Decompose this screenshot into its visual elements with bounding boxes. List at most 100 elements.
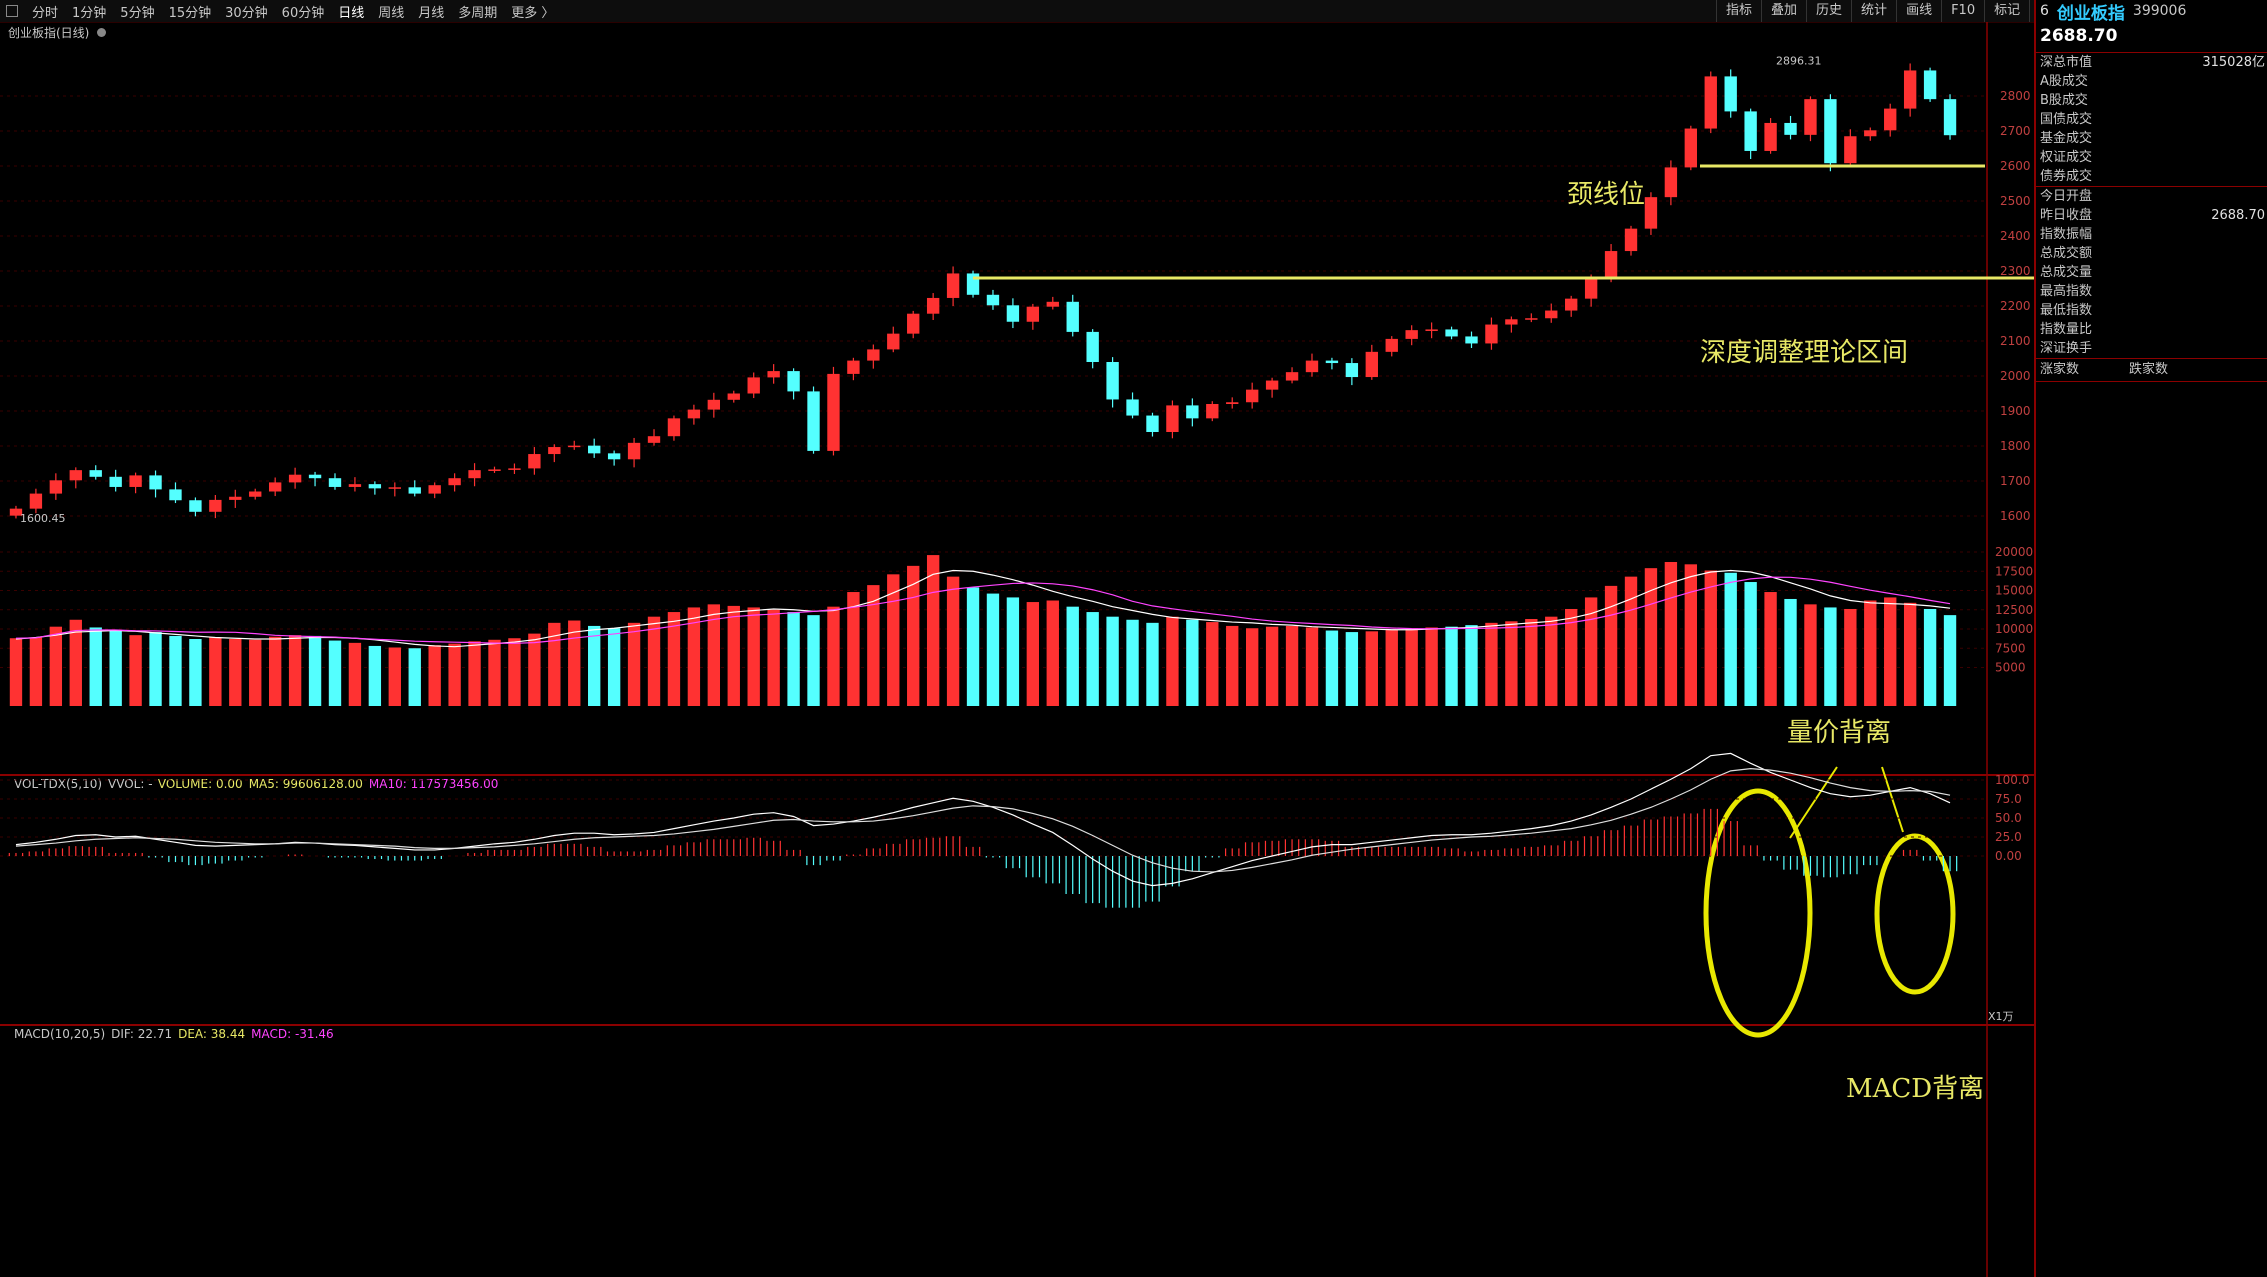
volume-bar <box>1385 629 1398 706</box>
candle-body <box>1265 380 1279 390</box>
candle-body <box>767 371 780 378</box>
volume-bar <box>1066 606 1079 706</box>
candle-body <box>169 489 182 501</box>
stat-label: 昨日收盘 <box>2040 208 2093 223</box>
volume-bar <box>627 622 641 706</box>
candle-body <box>1584 279 1598 299</box>
candle-body <box>907 313 920 334</box>
volume-bar <box>1345 632 1359 706</box>
candle-body <box>1784 122 1797 135</box>
candle-body <box>1744 111 1757 151</box>
candle-body <box>946 273 960 298</box>
candle-body <box>1664 167 1678 198</box>
settings-dot-icon[interactable] <box>97 28 107 37</box>
stat-label: A股成交 <box>2040 74 2088 89</box>
volume-bar <box>1086 612 1099 706</box>
volume-bar <box>308 635 322 706</box>
volume-bar <box>408 648 421 706</box>
volume-tick-label: 10000 <box>1995 622 2033 636</box>
macd-legend: MACD(10,20,5) DIF: 22.71 DEA: 38.44 MACD: -… <box>14 1027 334 1041</box>
candle-body <box>328 478 342 487</box>
volume-bar <box>827 606 840 706</box>
volume-bar <box>1764 592 1777 706</box>
period-tab[interactable]: 月线 <box>418 5 445 21</box>
candle-body <box>1824 99 1837 164</box>
stat-row: 指数量比 <box>2036 320 2267 339</box>
period-tab[interactable]: 更多 〉 <box>511 5 555 21</box>
top-toolbar: 分时 1分钟 5分钟 15分钟 30分钟 60分钟 日线 周线 月线 多周期 更多 〉 指标 叠加 历史… <box>0 0 2267 23</box>
volume-bar <box>29 637 43 706</box>
advancers-label: 涨家数 <box>2040 362 2080 377</box>
volume-bar <box>1804 604 1817 706</box>
period-tab[interactable]: 15分钟 <box>168 5 212 21</box>
candle-body <box>607 453 621 460</box>
candle-body <box>29 493 43 509</box>
period-tab[interactable]: 60分钟 <box>281 5 325 21</box>
candle-body <box>69 470 82 481</box>
macd-dea-line <box>15 767 1951 873</box>
candle-body <box>1046 301 1059 307</box>
price-tick-label: 1900 <box>2000 404 2031 418</box>
volume-bar <box>1485 622 1498 706</box>
candle-body <box>1106 362 1119 400</box>
price-tick-label: 1800 <box>2000 439 2031 453</box>
stock-name[interactable]: 创业板指 <box>2056 3 2125 24</box>
ma5-line <box>15 569 1951 648</box>
toolbar-button[interactable]: 标记 <box>1984 0 2029 22</box>
toolbar-button[interactable]: 画线 <box>1896 0 1941 22</box>
volume-bar <box>49 626 63 706</box>
price-tick-label: 2700 <box>2000 124 2031 138</box>
period-tab[interactable]: 周线 <box>378 5 405 21</box>
candle-body <box>1565 298 1578 311</box>
toolbar-button[interactable]: F10 <box>1941 0 1984 22</box>
period-tab[interactable]: 30分钟 <box>225 5 268 21</box>
volume-bar <box>588 625 601 706</box>
toolbar-button[interactable]: 历史 <box>1806 0 1851 22</box>
volume-bar <box>1624 576 1638 706</box>
candle-body <box>1206 404 1219 419</box>
toolbar-button[interactable]: 统计 <box>1851 0 1896 22</box>
volume-legend-item: VOLUME: 0.00 <box>158 777 243 791</box>
stat-row: B股成交 <box>2036 91 2267 110</box>
chart-title: 创业板指(日线) <box>8 24 107 41</box>
stat-label: 指数振幅 <box>2040 227 2093 242</box>
candle-body <box>1844 136 1857 164</box>
candle-body <box>1525 318 1538 320</box>
candle-body <box>727 393 740 400</box>
stat-row: 深总市值 315028亿 <box>2036 53 2267 72</box>
volume-bar <box>288 635 302 706</box>
macd-tick-label: 50.0 <box>1995 811 2022 825</box>
volume-tick-label: 15000 <box>1995 584 2033 598</box>
toolbar-button[interactable]: 指标 <box>1716 0 1761 22</box>
market-stats-b: 今日开盘 昨日收盘 2688.70 指数振幅 总成交额 总成交量 最高指数 最低指数 指数量比深… <box>2036 187 2267 358</box>
period-tab[interactable]: 日线 <box>338 5 365 21</box>
period-tab[interactable]: 分时 <box>32 5 59 21</box>
volume-tick-label: 5000 <box>1995 661 2026 675</box>
candle-body <box>89 470 102 477</box>
stat-label: 国债成交 <box>2040 112 2093 127</box>
stat-label: B股成交 <box>2040 93 2088 108</box>
candle-body <box>388 487 401 489</box>
volume-bar <box>528 633 541 706</box>
candle-body <box>1166 405 1179 432</box>
volume-bar <box>1106 616 1119 706</box>
toolbar-button[interactable]: 叠加 <box>1761 0 1806 22</box>
layout-toggle-icon[interactable] <box>6 5 18 17</box>
volume-bar <box>867 585 880 706</box>
volume-bar <box>229 639 242 706</box>
volume-bar <box>388 647 401 706</box>
volume-bar <box>368 645 382 706</box>
candle-body <box>1245 389 1259 403</box>
period-tab[interactable]: 1分钟 <box>72 5 107 21</box>
kline-chart[interactable]: 2800 2700 2600 2500 2400 2300 2200 2100 2000 1900… <box>0 22 2034 1277</box>
period-tab[interactable]: 多周期 <box>458 5 498 21</box>
candle-body <box>348 484 362 487</box>
candle-body <box>1445 329 1458 337</box>
price-tick-label: 2400 <box>2000 229 2031 243</box>
period-tab[interactable]: 5分钟 <box>120 5 155 21</box>
candle-body <box>229 496 242 500</box>
candle-body <box>627 442 641 460</box>
candle-body <box>268 482 282 492</box>
volume-bar <box>249 639 262 706</box>
volume-bar <box>1325 630 1339 706</box>
